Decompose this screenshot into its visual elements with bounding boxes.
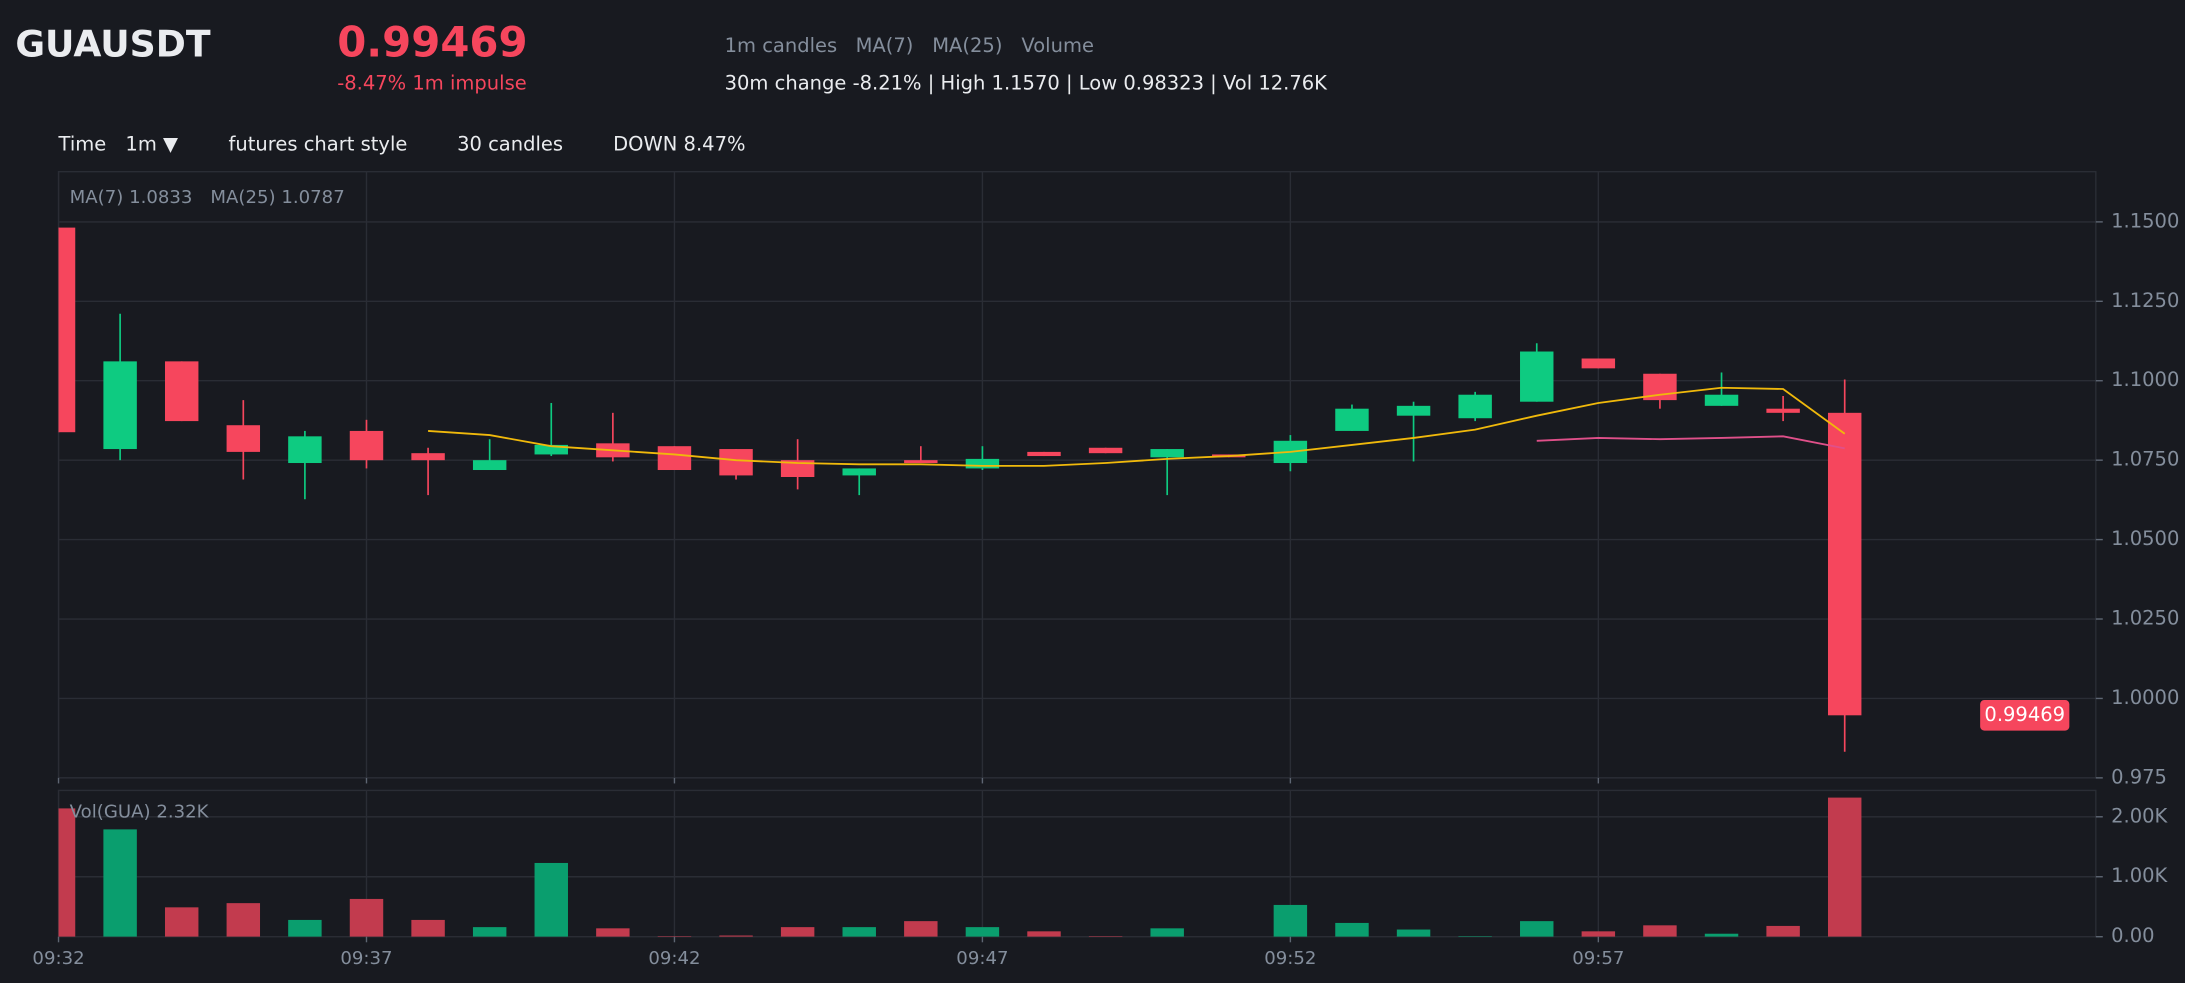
volume-bar — [226, 903, 261, 937]
stats: 30m change -8.21% | High 1.1570 | Low 0.… — [725, 71, 1329, 94]
candle-body — [288, 436, 322, 464]
ma-line — [428, 386, 1846, 467]
candle-body — [904, 460, 938, 464]
volume-bar — [1704, 933, 1739, 937]
volume-bar — [1150, 928, 1184, 937]
candle-body — [103, 361, 137, 450]
y-tick-label: 1.0750 — [2111, 448, 2179, 471]
candle-body — [1581, 358, 1616, 369]
volume-bar — [534, 862, 568, 937]
last-price: 0.99469 — [337, 17, 527, 66]
volume-bar — [103, 829, 137, 937]
y-tick-label: 1.0500 — [2111, 527, 2179, 550]
ma-line — [1536, 435, 1845, 450]
candle-body — [1396, 405, 1431, 416]
y-tick-label: 1.00K — [2111, 864, 2168, 887]
toolbar-item: DOWN 8.47% — [613, 133, 745, 156]
toolbar-item[interactable]: 30 candles — [457, 133, 563, 156]
y-tick-label: 1.1000 — [2111, 368, 2179, 391]
volume-bar — [411, 919, 445, 937]
volume-bar — [349, 898, 384, 937]
candle-body — [1150, 449, 1184, 458]
price-tag — [1980, 699, 2070, 731]
y-tick-label: 1.1250 — [2111, 289, 2179, 312]
volume-bar — [1396, 929, 1431, 937]
candle-body — [1520, 351, 1554, 402]
candle-body — [1827, 412, 1862, 716]
interval-select[interactable]: 1m ▼ — [125, 133, 178, 156]
candle-body — [780, 460, 815, 478]
volume-plot — [58, 790, 2096, 937]
x-tick-label: 09:57 — [1572, 948, 1624, 969]
candle-body — [1088, 447, 1123, 454]
volume-bar — [596, 928, 630, 937]
tag[interactable]: Volume — [1021, 34, 1094, 57]
volume-bar — [58, 808, 76, 937]
y-tick-label: 1.0000 — [2111, 686, 2179, 709]
volume-bar — [1643, 925, 1677, 937]
candle-body — [534, 444, 568, 455]
candle-body — [1027, 451, 1061, 457]
volume-bar — [1766, 925, 1800, 937]
candle-body — [965, 458, 1000, 469]
legend-entry: MA(7) 1.0833 — [70, 187, 193, 208]
candle-body — [1335, 408, 1369, 431]
volume-bar — [1088, 936, 1123, 937]
tag[interactable]: 1m candles — [725, 34, 838, 57]
candle-body — [719, 449, 753, 476]
volume-bar — [1027, 931, 1061, 937]
x-tick-label: 09:42 — [648, 948, 700, 969]
price-plot — [58, 171, 2096, 778]
price-tag-label: 0.99469 — [1984, 703, 2065, 726]
tag[interactable]: MA(25) — [932, 34, 1002, 57]
volume-bar — [1458, 936, 1492, 937]
candle-body — [1458, 394, 1492, 419]
y-tick-label: 1.0250 — [2111, 607, 2179, 630]
volume-bar — [1273, 904, 1308, 937]
candle-body — [58, 227, 76, 433]
x-tick-label: 09:52 — [1264, 948, 1316, 969]
toolbar-item[interactable]: futures chart style — [229, 133, 408, 156]
candle-body — [349, 430, 384, 461]
symbol: GUAUSDT — [15, 22, 210, 65]
volume-bar — [965, 927, 1000, 937]
volume-bar — [719, 935, 753, 937]
volume-bar — [1827, 797, 1862, 937]
overlay: 0.975 1.0000 1.0250 1.0500 1.0750 1.1000 1.125… — [32, 187, 2179, 969]
volume-bar — [288, 919, 322, 937]
candle-body — [164, 361, 199, 422]
volume-bar — [1335, 922, 1369, 937]
candle-body — [842, 468, 876, 476]
candle-body — [1766, 408, 1800, 413]
y-tick-label: 0.00 — [2111, 924, 2154, 947]
volume-bar — [657, 936, 692, 937]
candle-body — [657, 446, 692, 471]
volume-bar — [904, 921, 938, 937]
legend-entry: MA(25) 1.0787 — [210, 187, 344, 208]
toolbar-item: Time — [58, 133, 107, 156]
volume-bar — [472, 927, 507, 937]
tag[interactable]: MA(7) — [856, 34, 914, 57]
x-tick-label: 09:47 — [956, 948, 1008, 969]
volume-title: Vol(GUA) 2.32K — [70, 802, 210, 823]
volume-bar — [164, 907, 199, 937]
candle-body — [1704, 394, 1739, 406]
candle-body — [472, 460, 507, 471]
x-tick-label: 09:37 — [340, 948, 392, 969]
candle-body — [226, 425, 261, 452]
volume-bar — [1581, 931, 1616, 937]
y-tick-label: 0.975 — [2111, 765, 2167, 788]
impulse: -8.47% 1m impulse — [337, 71, 527, 94]
candle-body — [411, 453, 445, 461]
y-tick-label: 2.00K — [2111, 804, 2168, 827]
y-tick-label: 1.1500 — [2111, 209, 2179, 232]
volume-bar — [842, 927, 876, 937]
volume-bar — [780, 927, 815, 937]
volume-bar — [1520, 921, 1554, 937]
x-tick-label: 09:32 — [32, 948, 84, 969]
